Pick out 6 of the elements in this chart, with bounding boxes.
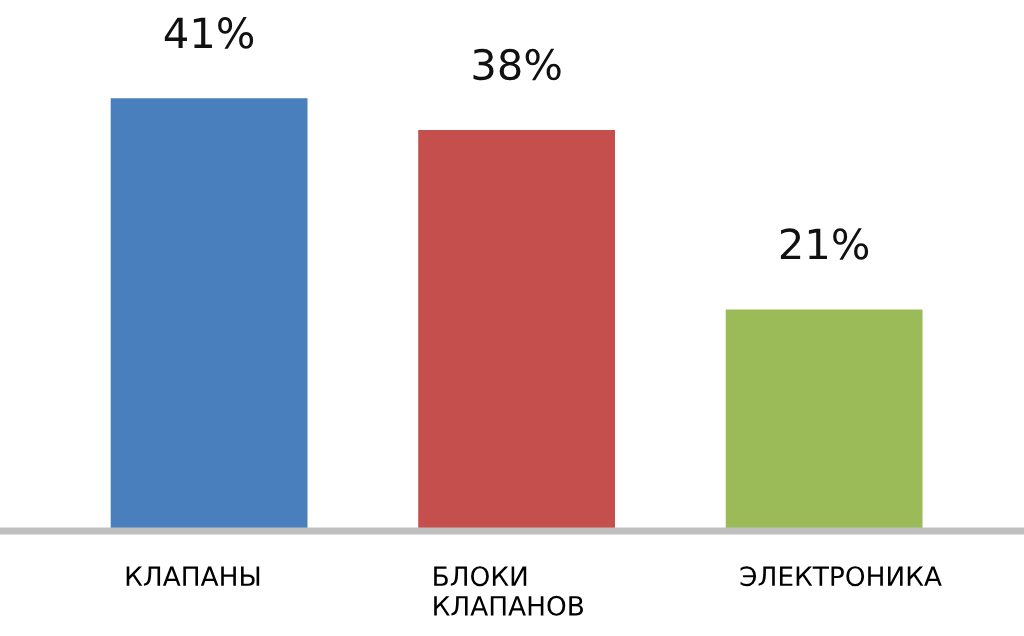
data-label: 38% <box>473 48 561 81</box>
x-tick-label: КЛАПАНЫ <box>126 566 260 586</box>
x-tick-label: ЭЛЕКТРОНИКА <box>740 566 942 587</box>
data-label: 41% <box>164 17 254 49</box>
x-tick-label: БЛОКИ КЛАПАНОВ <box>434 566 583 616</box>
data-label: 21% <box>780 228 869 260</box>
